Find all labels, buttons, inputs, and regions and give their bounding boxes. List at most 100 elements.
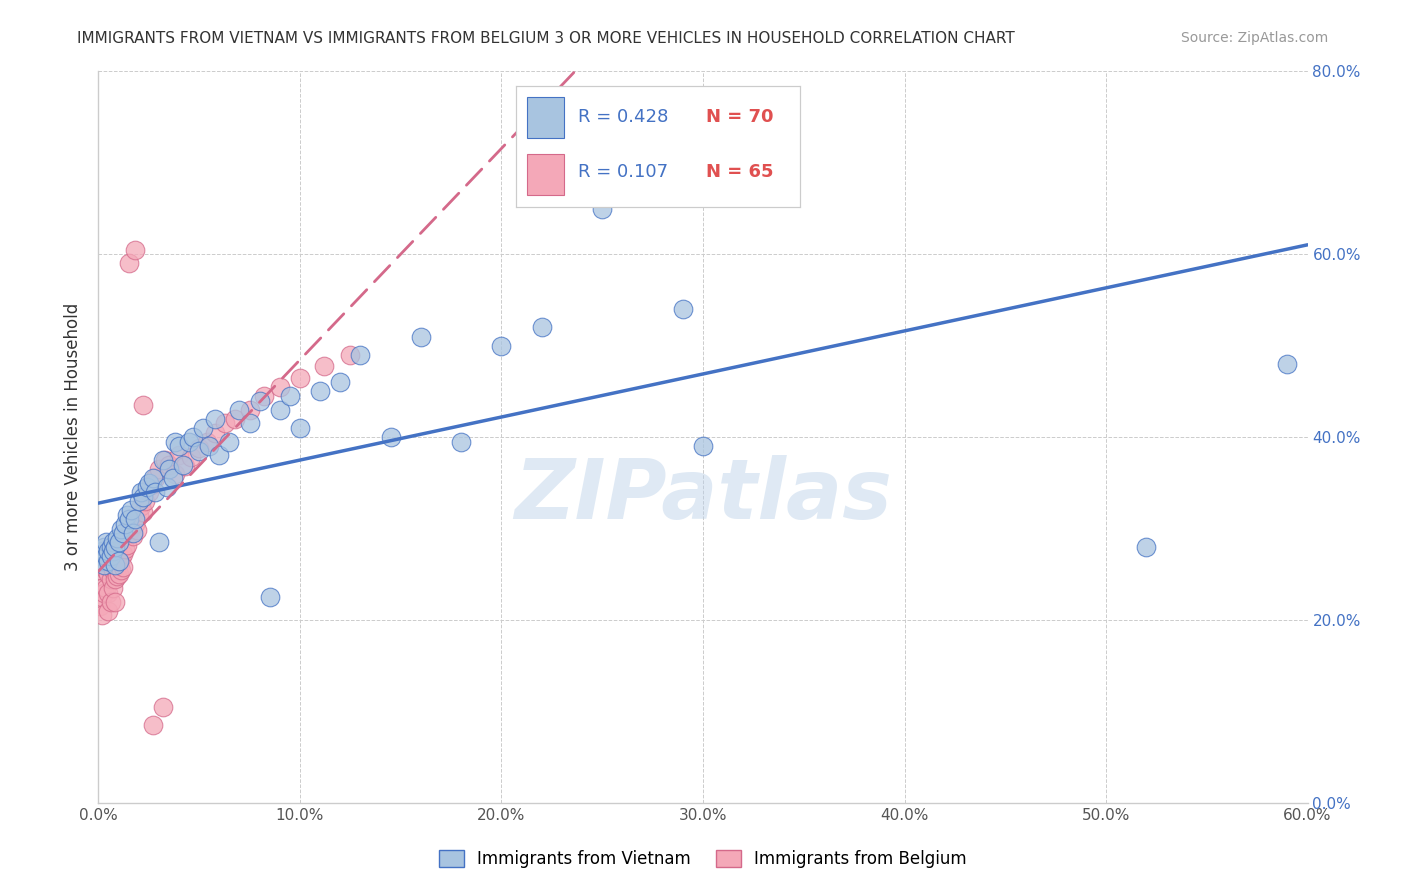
Point <box>101 535 124 549</box>
Point <box>224 412 246 426</box>
Point <box>167 439 190 453</box>
Point <box>672 301 695 317</box>
Point <box>103 558 125 573</box>
Point <box>143 485 166 500</box>
Point <box>97 567 120 582</box>
Point <box>101 563 124 577</box>
Point <box>163 434 186 449</box>
Point <box>114 516 136 531</box>
Point <box>124 516 146 531</box>
Point <box>288 370 311 384</box>
Point <box>121 526 143 541</box>
Point <box>89 549 111 563</box>
Point <box>124 243 146 257</box>
Point <box>152 699 174 714</box>
Point <box>96 563 118 577</box>
Point <box>93 558 115 573</box>
Point <box>100 553 122 567</box>
Point <box>103 594 125 608</box>
Point <box>134 494 156 508</box>
Point <box>157 462 180 476</box>
Point <box>125 524 148 538</box>
Point <box>118 526 141 541</box>
Point <box>96 535 118 549</box>
Point <box>409 329 432 343</box>
Point <box>208 448 231 462</box>
Point <box>107 535 129 549</box>
Point <box>103 540 125 554</box>
Point <box>103 558 125 573</box>
Point <box>105 569 128 583</box>
Point <box>204 412 226 426</box>
Point <box>93 540 115 554</box>
Point <box>132 398 155 412</box>
Point <box>239 417 262 431</box>
Point <box>314 359 336 373</box>
Point <box>96 549 118 563</box>
Point <box>195 434 218 449</box>
Legend: Immigrants from Vietnam, Immigrants from Belgium: Immigrants from Vietnam, Immigrants from… <box>432 844 974 875</box>
Point <box>107 567 129 582</box>
Point <box>288 421 311 435</box>
Point <box>120 521 142 535</box>
Point <box>101 581 124 595</box>
Point <box>139 477 162 491</box>
Point <box>111 560 134 574</box>
Point <box>97 544 120 558</box>
Point <box>107 553 129 567</box>
Point <box>91 553 114 567</box>
Point <box>110 550 132 565</box>
Point <box>107 549 129 563</box>
Point <box>129 499 152 513</box>
Point <box>129 485 152 500</box>
Point <box>179 434 201 449</box>
Point <box>148 535 170 549</box>
Point <box>118 512 141 526</box>
Point <box>148 462 170 476</box>
Point <box>93 585 115 599</box>
Y-axis label: 3 or more Vehicles in Household: 3 or more Vehicles in Household <box>65 303 83 571</box>
Point <box>142 471 165 485</box>
Point <box>188 443 211 458</box>
Point <box>491 338 513 352</box>
Point <box>128 494 150 508</box>
Point <box>115 508 138 522</box>
Point <box>249 393 271 408</box>
Point <box>135 480 157 494</box>
Text: ZIPatlas: ZIPatlas <box>515 455 891 536</box>
Point <box>1277 357 1299 371</box>
Point <box>96 581 118 595</box>
Point <box>278 389 301 403</box>
Text: IMMIGRANTS FROM VIETNAM VS IMMIGRANTS FROM BELGIUM 3 OR MORE VEHICLES IN HOUSEHO: IMMIGRANTS FROM VIETNAM VS IMMIGRANTS FR… <box>77 31 1015 46</box>
Point <box>120 503 142 517</box>
Point <box>138 475 160 490</box>
Text: Source: ZipAtlas.com: Source: ZipAtlas.com <box>1181 31 1329 45</box>
Point <box>114 541 136 556</box>
Point <box>188 441 211 455</box>
Point <box>162 471 184 485</box>
Point <box>138 485 160 500</box>
Point <box>167 448 190 462</box>
Point <box>105 531 128 545</box>
Point <box>309 384 332 399</box>
Point <box>103 572 125 586</box>
Point <box>339 348 361 362</box>
Point <box>132 490 155 504</box>
Point <box>100 540 122 554</box>
Point <box>174 459 197 474</box>
Point <box>380 430 402 444</box>
Point <box>269 402 291 417</box>
Point <box>450 434 472 449</box>
Point <box>105 553 128 567</box>
Point <box>692 439 714 453</box>
Point <box>152 453 174 467</box>
Point <box>198 439 221 453</box>
Point <box>128 508 150 522</box>
Point <box>100 572 122 586</box>
Point <box>163 467 186 481</box>
Point <box>349 348 371 362</box>
Point <box>110 521 132 535</box>
Point <box>156 480 179 494</box>
Point <box>115 538 138 552</box>
Point <box>118 256 141 270</box>
